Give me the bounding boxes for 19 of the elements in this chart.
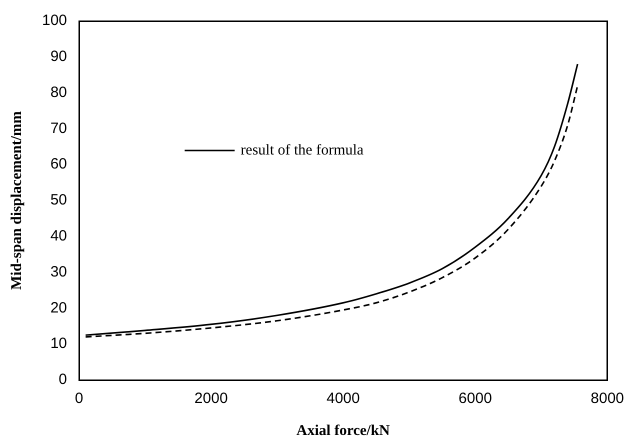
y-tick-label: 10 [50,335,68,352]
y-tick-label: 100 [42,12,68,30]
x-tick-label: 6000 [458,390,492,408]
y-tick-label: 70 [50,120,68,137]
legend-label: result of the formula [240,142,364,158]
y-tick-label: 40 [50,228,68,245]
y-tick-label: 20 [50,299,68,316]
x-tick-label: 4000 [326,390,360,408]
x-tick-label: 2000 [194,390,228,408]
y-tick-label: 30 [50,263,68,280]
y-axis-title: Mid-span displacement/mm [8,110,25,290]
y-tick-label: 0 [58,371,68,388]
y-tick-label: 80 [50,84,68,101]
x-tick-label: 8000 [590,390,624,408]
y-tick-label: 60 [50,156,68,173]
x-tick-label: 0 [74,390,84,408]
y-tick-label: 90 [50,48,68,66]
x-axis-title: Axial force/kN [296,422,390,439]
y-tick-label: 50 [50,192,68,209]
